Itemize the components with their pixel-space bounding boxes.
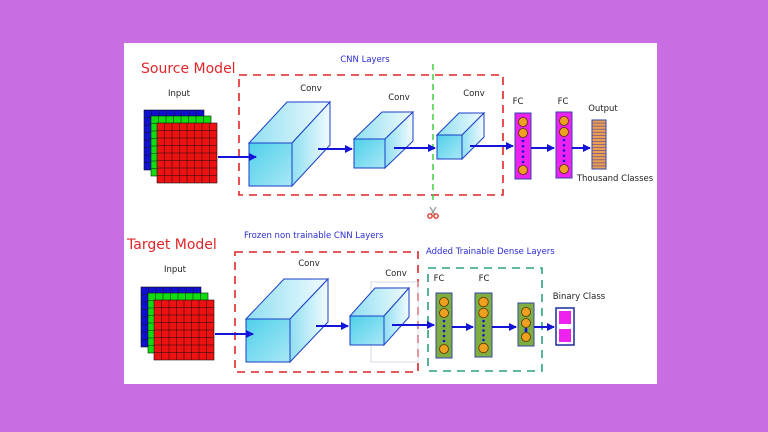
frozen-layers-label: Frozen non trainable CNN Layers (244, 231, 384, 241)
target-conv2-block (348, 286, 411, 347)
neuron-dot (482, 324, 485, 328)
cuboid-front (248, 142, 293, 187)
neuron (518, 117, 528, 127)
neuron (439, 308, 449, 318)
trainable-dense-label: Added Trainable Dense Layers (426, 247, 555, 257)
thousand-classes-label: Thousand Classes (576, 174, 654, 184)
source-fc1-layer (514, 112, 532, 180)
target-input-label: Input (164, 265, 187, 275)
neuron-dot (521, 139, 525, 143)
neuron (478, 296, 489, 308)
neuron (559, 127, 569, 137)
neuron (518, 128, 528, 138)
neuron-dot (442, 329, 446, 333)
target-fc3-layer (517, 302, 535, 347)
neuron-dot (482, 319, 485, 323)
neuron-dot (562, 143, 566, 147)
neuron-dot (482, 338, 485, 342)
source-cnn-box (238, 74, 504, 196)
neuron (518, 165, 528, 175)
output-label: Output (588, 104, 618, 114)
neuron-dot (442, 334, 446, 338)
binary-class-cell (559, 311, 571, 324)
neuron (559, 164, 569, 174)
cuboid-front (436, 134, 463, 160)
cuboid-front (353, 138, 386, 169)
neuron-dot (562, 138, 566, 142)
source-fc1-label: FC (513, 97, 524, 107)
source-conv2-label: Conv (388, 93, 410, 103)
neuron (478, 342, 489, 354)
neuron-dot (521, 155, 525, 159)
binary-class-cell (559, 329, 571, 342)
neuron-dot (521, 144, 525, 148)
neuron (439, 297, 449, 307)
neuron (521, 307, 531, 317)
target-conv2-label: Conv (385, 269, 407, 279)
neuron-dot (562, 159, 566, 163)
source-conv3-block (435, 111, 486, 161)
source-fc2-layer (555, 111, 573, 179)
target-fc1-label: FC (434, 274, 445, 284)
neuron-dot (524, 327, 528, 331)
source-conv2-block (352, 110, 415, 170)
target-fc2-label: FC (479, 274, 490, 284)
binary-class-label: Binary Class (553, 292, 606, 302)
target-conv1-block (244, 277, 330, 364)
neuron-dot (442, 324, 446, 328)
source-fc2-label: FC (558, 97, 569, 107)
cuboid-front (349, 315, 385, 346)
neuron (478, 307, 489, 319)
neuron-dot (482, 333, 485, 337)
source-conv3-label: Conv (463, 89, 485, 99)
source-model-title: Source Model (141, 61, 236, 77)
neuron-dot (562, 149, 566, 152)
neuron-dot (482, 329, 485, 332)
trainable-dense-box (427, 267, 543, 372)
target-fc2-layer (474, 292, 493, 358)
source-conv1-block (247, 100, 332, 188)
neuron-dot (442, 339, 446, 343)
target-input-image (140, 286, 215, 361)
neuron-dot (521, 150, 525, 153)
output-layer (591, 119, 607, 170)
neuron (521, 332, 531, 342)
neuron-dot (442, 319, 446, 323)
neuron (439, 344, 449, 354)
neuron-dot (521, 160, 525, 164)
cnn-layers-label: CNN Layers (340, 55, 390, 65)
neuron (559, 116, 569, 126)
target-model-title: Target Model (126, 237, 217, 253)
neuron (521, 318, 531, 328)
source-input-label: Input (168, 89, 191, 99)
source-conv1-label: Conv (300, 84, 322, 94)
target-conv1-label: Conv (298, 259, 320, 269)
binary-output-layer (555, 307, 575, 346)
source-input-image (143, 109, 218, 184)
neuron-dot (562, 154, 566, 158)
cuboid-front (245, 318, 291, 363)
target-fc1-layer (435, 292, 453, 359)
scissors-icon (427, 206, 439, 219)
